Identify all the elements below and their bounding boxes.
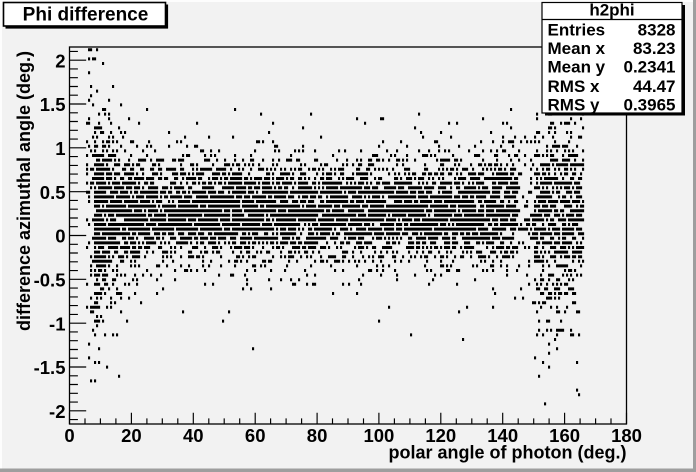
svg-text:h2phi: h2phi bbox=[589, 1, 634, 20]
svg-text:180: 180 bbox=[611, 425, 642, 446]
svg-text:Mean x: Mean x bbox=[548, 39, 606, 58]
svg-text:80: 80 bbox=[307, 425, 328, 446]
svg-text:0.3965: 0.3965 bbox=[624, 96, 676, 115]
svg-text:2: 2 bbox=[55, 50, 65, 71]
svg-text:20: 20 bbox=[121, 425, 142, 446]
svg-text:100: 100 bbox=[363, 425, 394, 446]
svg-text:0.2341: 0.2341 bbox=[624, 58, 676, 77]
svg-text:0.5: 0.5 bbox=[40, 182, 66, 203]
svg-text:140: 140 bbox=[487, 425, 518, 446]
svg-text:Phi difference: Phi difference bbox=[23, 4, 149, 25]
svg-text:0: 0 bbox=[55, 226, 65, 247]
svg-text:-1: -1 bbox=[49, 313, 65, 334]
svg-text:1.5: 1.5 bbox=[40, 94, 66, 115]
svg-text:Mean y: Mean y bbox=[548, 58, 606, 77]
svg-text:RMS y: RMS y bbox=[548, 96, 601, 115]
svg-text:60: 60 bbox=[245, 425, 266, 446]
svg-text:160: 160 bbox=[549, 425, 580, 446]
svg-text:-2: -2 bbox=[49, 401, 65, 422]
svg-text:Entries: Entries bbox=[548, 21, 606, 40]
svg-text:120: 120 bbox=[425, 425, 456, 446]
svg-text:0: 0 bbox=[64, 425, 74, 446]
svg-text:44.47: 44.47 bbox=[628, 77, 675, 96]
svg-text:polar angle of photon (deg.): polar angle of photon (deg.) bbox=[389, 443, 627, 463]
svg-text:8328: 8328 bbox=[633, 21, 676, 40]
svg-text:difference azimuthal angle (de: difference azimuthal angle (deg.) bbox=[14, 51, 34, 331]
svg-text:-1.5: -1.5 bbox=[34, 357, 66, 378]
svg-text:1: 1 bbox=[55, 138, 65, 159]
svg-text:40: 40 bbox=[183, 425, 204, 446]
svg-text:83.23: 83.23 bbox=[624, 39, 676, 58]
svg-text:-0.5: -0.5 bbox=[34, 270, 66, 291]
svg-text:RMS x: RMS x bbox=[548, 77, 601, 96]
